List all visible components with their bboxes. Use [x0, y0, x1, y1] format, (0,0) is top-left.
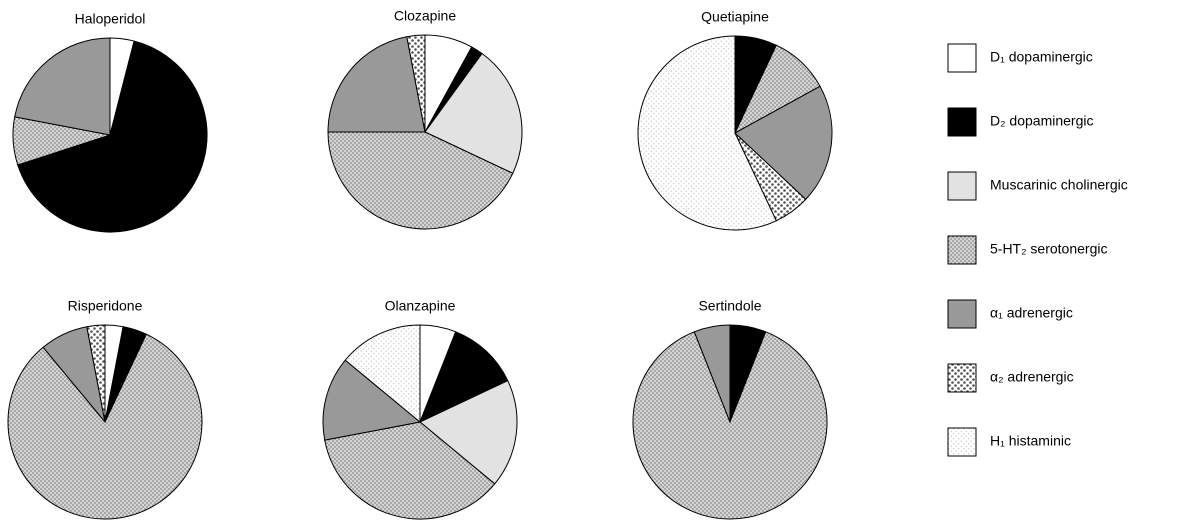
pie-slice [86, 324, 106, 423]
pie-slice [734, 85, 833, 201]
legend-swatch [947, 427, 977, 457]
pie-slice [344, 324, 421, 424]
legend-swatch [947, 363, 977, 393]
pie-slice [14, 37, 111, 136]
legend-label: H₁ histaminic [990, 433, 1071, 449]
legend-swatch [947, 107, 977, 137]
pie-slice [324, 421, 496, 520]
pie-slice [322, 359, 422, 441]
legend-label: α₁ adrenergic [990, 305, 1073, 321]
legend-label: D₂ dopaminergic [990, 113, 1093, 129]
pie-slice [406, 34, 426, 133]
legend-swatch [947, 299, 977, 329]
pie-title: Sertindole [698, 298, 761, 314]
pie-slice [419, 380, 518, 485]
legend-label: 5-HT₂ serotonergic [990, 241, 1107, 257]
legend-swatch [947, 235, 977, 265]
pie-slice [637, 35, 777, 231]
legend-swatch [947, 171, 977, 201]
pie-slice [693, 324, 731, 423]
pie-title: Olanzapine [385, 298, 456, 314]
pie-slice [632, 331, 828, 520]
legend-label: Muscarinic cholinergic [990, 177, 1128, 193]
pie-title: Haloperidol [75, 11, 146, 27]
pie-title: Quetiapine [701, 9, 769, 25]
pie-title: Risperidone [68, 298, 143, 314]
pie-slice [327, 36, 426, 133]
pie-slice [419, 331, 509, 423]
legend-label: D₁ dopaminergic [990, 49, 1093, 65]
pie-slice [17, 40, 208, 233]
pie-slice [7, 333, 203, 520]
legend-swatch [947, 43, 977, 73]
legend-label: α₂ adrenergic [990, 369, 1074, 385]
pie-title: Clozapine [394, 8, 456, 24]
pie-slice [327, 131, 514, 230]
